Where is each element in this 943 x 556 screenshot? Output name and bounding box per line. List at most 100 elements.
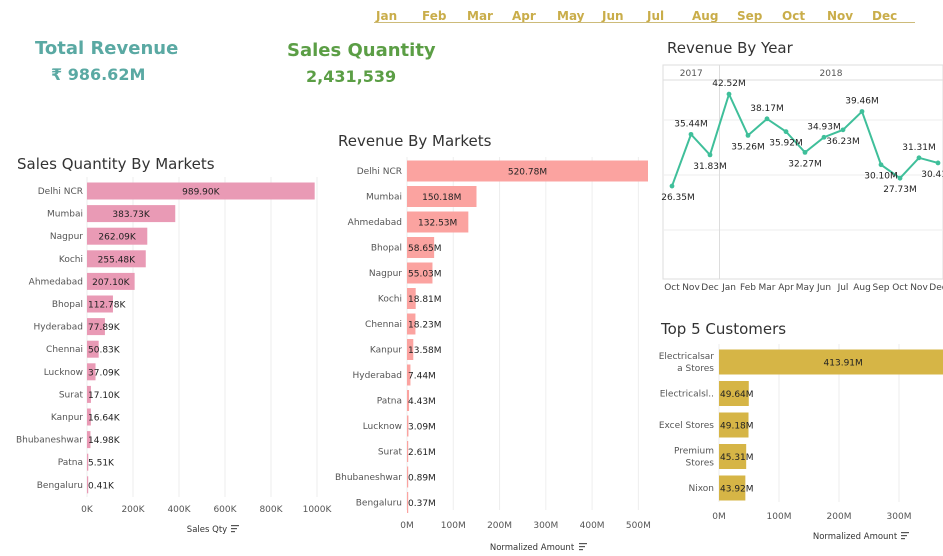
data-label: 31.83M	[693, 162, 727, 172]
month-filter-feb[interactable]: Feb	[422, 9, 447, 23]
data-label: 16.64K	[88, 414, 121, 424]
x-tick-label: Dec	[701, 283, 718, 293]
x-tick-label: Jan	[721, 283, 736, 293]
data-label: 30.41M	[921, 170, 943, 180]
month-filter-sep[interactable]: Sep	[737, 9, 763, 23]
month-filter-nov[interactable]: Nov	[827, 9, 854, 23]
month-filter-dec[interactable]: Dec	[872, 9, 898, 23]
bar	[407, 186, 477, 207]
month-filter-aug[interactable]: Aug	[692, 9, 719, 23]
x-tick-label: 400K	[167, 505, 191, 515]
data-point	[745, 132, 751, 138]
category-label: Mumbai	[366, 193, 402, 203]
category-label: Bengaluru	[37, 481, 83, 491]
bar	[87, 272, 135, 290]
sort-icon-line	[231, 531, 235, 533]
x-tick-label: Jun	[816, 283, 831, 293]
data-label: 17.10K	[88, 391, 121, 401]
bar	[87, 363, 96, 381]
category-label: Kochi	[378, 295, 402, 305]
data-label: 150.18M	[422, 193, 461, 203]
bar	[87, 182, 315, 200]
month-filter-jun[interactable]: Jun	[602, 9, 624, 23]
x-tick-label: 0K	[81, 505, 94, 515]
data-label: 0.37M	[408, 499, 436, 509]
x-tick-label: 200M	[827, 512, 852, 522]
bar	[719, 349, 943, 375]
category-label: Delhi NCR	[38, 187, 83, 197]
data-label: 31.31M	[902, 143, 936, 153]
category-label: Mumbai	[47, 210, 83, 220]
data-label: 58.65M	[408, 244, 442, 254]
sort-icon	[901, 532, 909, 540]
category-label: Ahmedabad	[29, 277, 83, 287]
category-label: Chennai	[46, 345, 83, 355]
bar	[719, 412, 749, 438]
month-filter-apr[interactable]: Apr	[512, 9, 536, 23]
month-filter-underline	[374, 22, 915, 23]
x-tick-label: May	[796, 283, 815, 293]
data-point	[669, 183, 675, 189]
category-label: Bhopal	[52, 300, 83, 310]
sales-quantity-label: Sales Quantity	[287, 40, 436, 61]
top-customers-chart-title: Top 5 Customers	[661, 320, 787, 338]
year-label: 2017	[680, 69, 703, 79]
data-label: 4.43M	[408, 397, 436, 407]
bar	[87, 318, 105, 336]
data-label: 35.92M	[769, 139, 803, 149]
data-label: 35.44M	[674, 119, 708, 129]
x-tick-label: Feb	[740, 283, 756, 293]
category-label: Patna	[377, 397, 402, 407]
bar	[407, 211, 469, 233]
category-label: Bengaluru	[356, 499, 402, 509]
data-label: 38.17M	[750, 104, 784, 114]
data-label: 18.81M	[408, 295, 442, 305]
x-tick-label: 500M	[626, 521, 651, 531]
bar	[87, 453, 89, 471]
x-axis-title: Normalized Amount	[490, 543, 575, 553]
data-label: 36.23M	[826, 137, 860, 147]
x-tick-label: 200K	[121, 505, 145, 515]
data-label: 39.46M	[845, 96, 879, 106]
data-label: 3.09M	[408, 423, 436, 433]
sort-icon-line	[901, 538, 905, 540]
sort-icon-line	[901, 535, 907, 537]
data-label: 45.31M	[720, 453, 754, 463]
bar	[87, 250, 146, 268]
category-label: Bhopal	[371, 244, 402, 254]
category-label: Ahmedabad	[348, 218, 402, 228]
x-tick-label: Apr	[778, 283, 794, 293]
x-tick-label: Sep	[873, 283, 890, 293]
data-label: 34.93M	[807, 122, 841, 132]
bar	[407, 466, 409, 488]
data-label: 5.51K	[88, 459, 115, 469]
x-tick-label: 100M	[767, 512, 792, 522]
bar	[407, 415, 409, 437]
month-filter-mar[interactable]: Mar	[467, 9, 493, 23]
revenue-by-year-chart: 2017 2018 26.35M 35.44M 31.83M 42.52M 35.26M 38…	[661, 64, 943, 293]
total-revenue-value: ₹ 986.62M	[51, 65, 146, 84]
data-label: 13.58M	[408, 346, 442, 356]
category-label: Bhubaneshwar	[16, 436, 83, 446]
x-tick-label: 800K	[259, 505, 283, 515]
data-label: 112.78K	[88, 301, 126, 311]
sales-quantity-value: 2,431,539	[306, 67, 397, 86]
category-label: a Stores	[677, 364, 714, 374]
x-tick-label: Oct	[892, 283, 908, 293]
bar	[407, 390, 410, 411]
bar	[87, 340, 99, 358]
sort-icon-line	[579, 543, 587, 545]
x-tick-label: 600K	[213, 505, 237, 515]
x-tick-label: 0M	[712, 512, 726, 522]
bar	[719, 381, 749, 406]
x-axis-title: Normalized Amount	[813, 532, 898, 542]
sort-icon-line	[231, 525, 239, 527]
category-label: Nagpur	[50, 232, 83, 242]
x-tick-label: Aug	[853, 283, 871, 293]
month-filter-may[interactable]: May	[557, 9, 585, 23]
month-filter-jan[interactable]: Jan	[376, 9, 398, 23]
x-tick-label: 0M	[400, 521, 414, 531]
month-filter-oct[interactable]: Oct	[782, 9, 806, 23]
data-point	[783, 129, 789, 135]
month-filter-jul[interactable]: Jul	[647, 9, 665, 23]
